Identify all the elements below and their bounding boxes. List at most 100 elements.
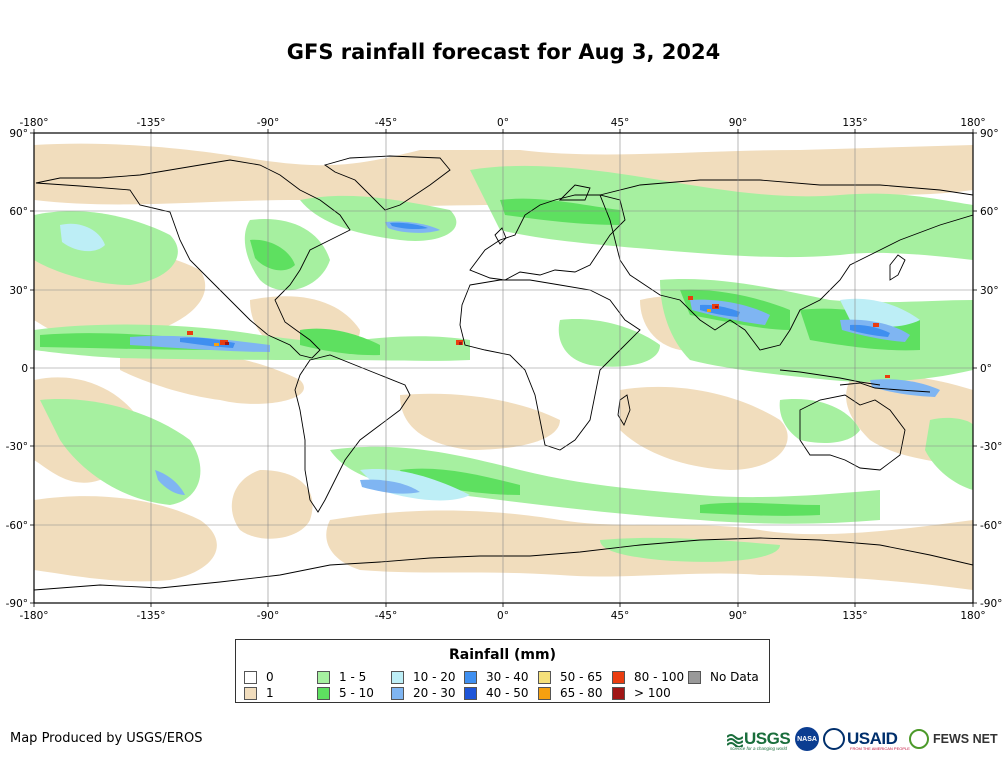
legend-column: No Data [688, 669, 759, 685]
legend-swatch [688, 670, 701, 684]
legend-swatch [244, 670, 257, 684]
usgs-wordmark: USGS [744, 729, 791, 748]
legend-column: 50 - 65 65 - 80 [538, 669, 603, 701]
lon-label-bottom: -180° [19, 610, 48, 620]
lon-label-top: -90° [257, 117, 279, 129]
lon-label-top: -45° [375, 117, 397, 129]
legend-swatch [317, 686, 330, 700]
lon-label-bottom: 180° [960, 610, 985, 620]
usaid-seal-icon [823, 728, 845, 750]
lon-label-bottom: 90° [729, 610, 748, 620]
legend-item: 65 - 80 [538, 685, 603, 701]
lon-label-top: 0° [497, 117, 509, 129]
lon-label-bottom: -90° [257, 610, 279, 620]
legend-column: 10 - 20 20 - 30 [391, 669, 456, 701]
legend-item: > 100 [612, 685, 684, 701]
lat-label-right: 90° [980, 128, 999, 140]
legend-swatch [464, 670, 477, 684]
lon-label-top: -180° [19, 117, 48, 129]
longitude-labels-bottom: -180° -135° -90° -45° 0° 45° 90° 135° 18… [19, 610, 985, 620]
lat-label-left: 0 [21, 363, 28, 375]
rainfall-legend: Rainfall (mm) 0 1 1 - 5 5 - 10 10 - 20 2… [235, 639, 770, 703]
lon-label-bottom: -135° [136, 610, 165, 620]
legend-swatch [464, 686, 477, 700]
legend-item: No Data [688, 669, 759, 685]
fews-net-emblem-icon [909, 729, 929, 749]
coastlines [34, 155, 973, 591]
lat-label-right: -90° [980, 598, 1002, 610]
legend-label: 80 - 100 [634, 670, 685, 684]
lon-label-top: -135° [136, 117, 165, 129]
rainfall-map: -180° -135° -90° -45° 0° 45° 90° 135° 18… [6, 117, 1003, 620]
lon-label-top: 180° [960, 117, 985, 129]
legend-swatch [244, 686, 257, 700]
legend-swatch [317, 670, 330, 684]
legend-item: 50 - 65 [538, 669, 603, 685]
nasa-logo: NASA [795, 724, 819, 754]
legend-label: 20 - 30 [413, 686, 456, 700]
legend-label: 40 - 50 [486, 686, 529, 700]
legend-label: 50 - 65 [560, 670, 603, 684]
legend-item: 20 - 30 [391, 685, 456, 701]
lon-label-bottom: -45° [375, 610, 397, 620]
lon-label-bottom: 135° [842, 610, 867, 620]
legend-swatch [612, 686, 625, 700]
fews-net-wordmark: FEWS NET [933, 732, 998, 746]
lat-label-right: 30° [980, 285, 999, 297]
legend-label: 65 - 80 [560, 686, 603, 700]
usaid-logo: USAID FROM THE AMERICAN PEOPLE [823, 724, 910, 754]
partner-logos: USGS science for a changing world NASA U… [726, 724, 999, 754]
fews-net-logo: FEWS NET [909, 724, 998, 754]
legend-item: 30 - 40 [464, 669, 529, 685]
usaid-tagline: FROM THE AMERICAN PEOPLE [850, 746, 910, 751]
rainfall-field [34, 143, 973, 590]
lon-label-bottom: 45° [611, 610, 630, 620]
graticule [34, 133, 973, 603]
usaid-wordmark: USAID [847, 729, 898, 748]
usgs-wave-icon [726, 732, 744, 748]
lat-label-left: 90° [9, 128, 28, 140]
legend-swatch [538, 670, 551, 684]
legend-label: 1 [266, 686, 274, 700]
longitude-labels-top: -180° -135° -90° -45° 0° 45° 90° 135° 18… [19, 117, 985, 129]
usgs-logo: USGS science for a changing world [726, 724, 791, 754]
legend-column: 80 - 100 > 100 [612, 669, 684, 701]
lon-label-bottom: 0° [497, 610, 509, 620]
legend-item: 10 - 20 [391, 669, 456, 685]
legend-item: 0 [244, 669, 274, 685]
lat-label-right: -30° [980, 441, 1002, 453]
legend-label: 30 - 40 [486, 670, 529, 684]
usgs-tagline: science for a changing world [730, 746, 788, 751]
legend-column: 30 - 40 40 - 50 [464, 669, 529, 701]
legend-column: 1 - 5 5 - 10 [317, 669, 374, 701]
tick-marks [30, 129, 977, 607]
legend-swatch [612, 670, 625, 684]
lon-label-top: 45° [611, 117, 630, 129]
legend-column: 0 1 [244, 669, 274, 701]
lon-label-top: 135° [842, 117, 867, 129]
lat-label-left: -60° [6, 520, 28, 532]
legend-label: 0 [266, 670, 274, 684]
lat-label-left: 30° [9, 285, 28, 297]
legend-item: 1 [244, 685, 274, 701]
lat-label-right: 0° [980, 363, 992, 375]
legend-item: 80 - 100 [612, 669, 684, 685]
lat-label-right: -60° [980, 520, 1002, 532]
lon-label-top: 90° [729, 117, 748, 129]
legend-item: 5 - 10 [317, 685, 374, 701]
latitude-labels-right: 90° 60° 30° 0° -30° -60° -90° [980, 128, 1002, 610]
legend-label: 10 - 20 [413, 670, 456, 684]
lat-label-left: 60° [9, 206, 28, 218]
legend-label: 1 - 5 [339, 670, 367, 684]
legend-swatch [391, 670, 404, 684]
lat-label-left: -90° [6, 598, 28, 610]
legend-swatch [391, 686, 404, 700]
lat-label-right: 60° [980, 206, 999, 218]
legend-item: 40 - 50 [464, 685, 529, 701]
legend-label: > 100 [634, 686, 671, 700]
lat-label-left: -30° [6, 441, 28, 453]
legend-swatch [538, 686, 551, 700]
latitude-labels-left: 90° 60° 30° 0 -30° -60° -90° [6, 128, 28, 610]
nasa-meatball-icon: NASA [795, 727, 819, 751]
legend-title: Rainfall (mm) [449, 647, 556, 663]
